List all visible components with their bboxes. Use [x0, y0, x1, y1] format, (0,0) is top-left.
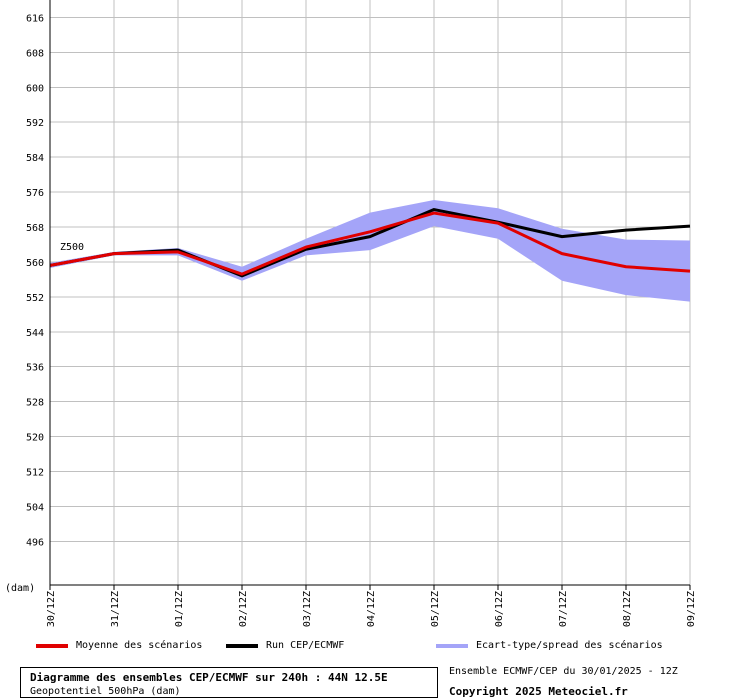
y-unit-label: (dam) — [5, 583, 35, 594]
y-tick-label: 584 — [26, 153, 44, 164]
mean-line — [49, 211, 691, 276]
legend-mean: Moyenne des scénarios — [36, 640, 202, 651]
legend-mean-label: Moyenne des scénarios — [76, 640, 203, 651]
y-tick-label: 520 — [26, 433, 44, 444]
y-tick-label: 552 — [26, 293, 44, 304]
y-tick-label: 560 — [26, 258, 44, 269]
x-tick-label: 07/12Z — [558, 591, 569, 627]
ensemble-run-info: Ensemble ECMWF/CEP du 30/01/2025 - 12Z — [449, 666, 678, 677]
x-tick-label: 31/12Z — [110, 591, 121, 627]
y-tick-label: 568 — [26, 223, 44, 234]
info-box: Diagramme des ensembles CEP/ECMWF sur 24… — [20, 667, 438, 698]
series-label-z500: Z500 — [60, 242, 84, 253]
y-tick-label: 576 — [26, 188, 44, 199]
legend-mean-swatch — [36, 643, 68, 648]
y-tick-label: 608 — [26, 48, 44, 59]
x-tick-label: 03/12Z — [302, 591, 313, 627]
x-tick-label: 05/12Z — [430, 591, 441, 627]
chart-subtitle: Geopotentiel 500hPa (dam) — [30, 686, 181, 697]
y-tick-label: 600 — [26, 83, 44, 94]
x-tick-label: 04/12Z — [366, 591, 377, 627]
y-tick-label: 504 — [26, 502, 44, 513]
legend-spread: Ecart-type/spread des scénarios — [436, 640, 663, 651]
x-tick-label: 30/12Z — [46, 591, 57, 627]
spread-band — [50, 199, 690, 302]
y-tick-label: 496 — [26, 537, 44, 548]
y-tick-label: 544 — [26, 328, 44, 339]
y-tick-label: 528 — [26, 398, 44, 409]
x-tick-label: 02/12Z — [238, 591, 249, 627]
x-tick-label: 09/12Z — [686, 591, 697, 627]
copyright-text: Copyright 2025 Meteociel.fr — [449, 685, 628, 698]
x-tick-label: 01/12Z — [174, 591, 185, 627]
x-tick-label: 08/12Z — [622, 591, 633, 627]
legend-spread-swatch — [436, 643, 468, 648]
legend-run: Run CEP/ECMWF — [226, 640, 344, 651]
legend-spread-label: Ecart-type/spread des scénarios — [476, 640, 663, 651]
chart: 496 504 512 520 528 536 544 552 560 568 576 584 592 6… — [5, 0, 697, 627]
chart-title: Diagramme des ensembles CEP/ECMWF sur 24… — [30, 671, 388, 684]
y-tick-label: 592 — [26, 118, 44, 129]
y-tick-label: 512 — [26, 467, 44, 478]
y-tick-label: 536 — [26, 363, 44, 374]
legend-run-label: Run CEP/ECMWF — [266, 640, 345, 651]
legend-run-swatch — [226, 643, 258, 648]
x-tick-label: 06/12Z — [494, 591, 505, 627]
y-tick-label: 616 — [26, 13, 44, 24]
